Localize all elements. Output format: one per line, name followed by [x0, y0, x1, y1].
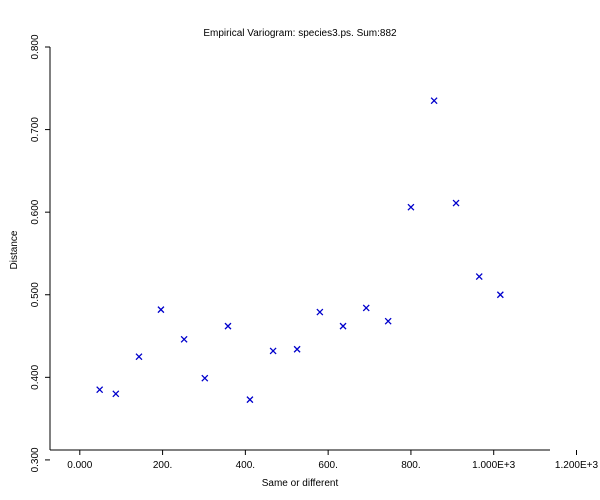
- y-tick-label: 0.700: [30, 117, 41, 142]
- point: [407, 203, 415, 211]
- x-tick-label: 200.: [153, 460, 172, 471]
- point: [201, 374, 209, 382]
- point: [496, 291, 504, 299]
- point: [112, 390, 120, 398]
- point: [135, 353, 143, 361]
- x-tick-label: 600.: [318, 460, 337, 471]
- x-tick-label: 1.000E+3: [472, 460, 516, 471]
- y-tick-label: 0.300: [30, 447, 41, 472]
- point: [293, 345, 301, 353]
- y-tick-label: 0.500: [30, 282, 41, 307]
- x-tick-label: 1.200E+3: [555, 460, 599, 471]
- x-axis-label: Same or different: [262, 478, 339, 489]
- x-tick-label: 400.: [236, 460, 255, 471]
- point: [430, 97, 438, 105]
- point: [452, 199, 460, 207]
- point: [246, 396, 254, 404]
- point: [339, 322, 347, 330]
- point: [224, 322, 232, 330]
- x-tick-label: 800.: [401, 460, 420, 471]
- point: [157, 306, 165, 314]
- point: [475, 273, 483, 281]
- point: [384, 317, 392, 325]
- y-tick-label: 0.400: [30, 364, 41, 389]
- y-tick-label: 0.800: [30, 34, 41, 59]
- x-tick-label: 0.000: [67, 460, 92, 471]
- point: [362, 304, 370, 312]
- y-axis-label: Distance: [9, 230, 20, 269]
- point: [180, 335, 188, 343]
- chart-title: Empirical Variogram: species3.ps. Sum:88…: [203, 28, 397, 39]
- y-tick-label: 0.600: [30, 199, 41, 224]
- point: [269, 347, 277, 355]
- point: [316, 308, 324, 316]
- point: [96, 386, 104, 394]
